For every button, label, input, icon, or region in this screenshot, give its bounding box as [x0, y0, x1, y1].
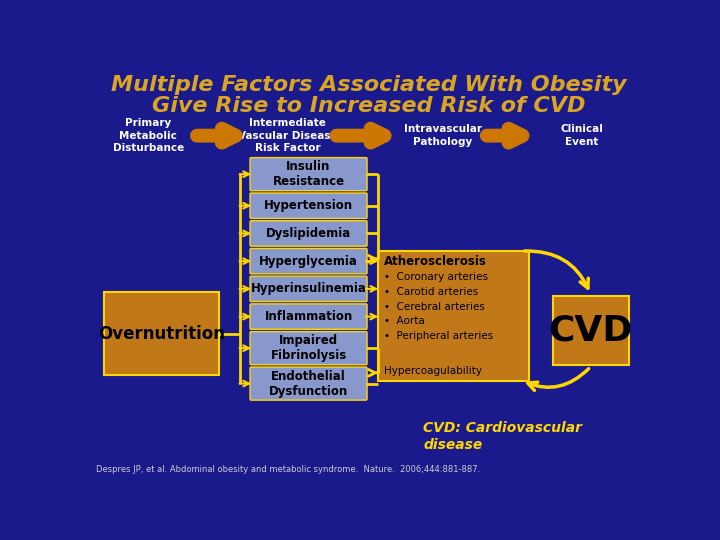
FancyArrowPatch shape: [524, 251, 588, 288]
FancyArrowPatch shape: [528, 369, 589, 390]
Text: Atherosclerosis: Atherosclerosis: [384, 255, 487, 268]
Text: CVD: Cardiovascular
disease: CVD: Cardiovascular disease: [423, 421, 582, 452]
FancyBboxPatch shape: [250, 193, 367, 218]
Text: Endothelial
Dysfunction: Endothelial Dysfunction: [269, 369, 348, 397]
FancyBboxPatch shape: [250, 276, 367, 301]
Text: Intravascular
Pathology: Intravascular Pathology: [404, 124, 482, 147]
FancyBboxPatch shape: [553, 296, 629, 365]
FancyBboxPatch shape: [378, 251, 529, 381]
Text: Insulin
Resistance: Insulin Resistance: [272, 160, 345, 188]
Text: Dyslipidemia: Dyslipidemia: [266, 227, 351, 240]
Text: •  Aorta: • Aorta: [384, 316, 425, 326]
FancyBboxPatch shape: [250, 158, 367, 191]
Text: Intermediate
Vascular Disease
Risk Factor: Intermediate Vascular Disease Risk Facto…: [238, 118, 338, 153]
FancyBboxPatch shape: [250, 332, 367, 364]
Text: Hyperinsulinemia: Hyperinsulinemia: [251, 282, 366, 295]
Text: •  Coronary arteries: • Coronary arteries: [384, 272, 487, 282]
Text: Hypercoagulability: Hypercoagulability: [384, 366, 482, 376]
Text: •  Carotid arteries: • Carotid arteries: [384, 287, 478, 297]
Text: Inflammation: Inflammation: [264, 310, 353, 323]
FancyBboxPatch shape: [250, 367, 367, 400]
Text: Give Rise to Increased Risk of CVD: Give Rise to Increased Risk of CVD: [152, 96, 586, 117]
FancyBboxPatch shape: [250, 221, 367, 246]
Text: Despres JP, et al. Abdominal obesity and metabolic syndrome.  Nature.  2006;444:: Despres JP, et al. Abdominal obesity and…: [96, 465, 480, 475]
Text: CVD: CVD: [549, 313, 633, 347]
Text: •  Cerebral arteries: • Cerebral arteries: [384, 301, 485, 312]
Text: •  Peripheral arteries: • Peripheral arteries: [384, 331, 493, 341]
FancyBboxPatch shape: [250, 248, 367, 274]
Text: Primary
Metabolic
Disturbance: Primary Metabolic Disturbance: [112, 118, 184, 153]
Text: Hyperglycemia: Hyperglycemia: [259, 255, 358, 268]
Text: Overnutrition: Overnutrition: [98, 325, 225, 342]
Text: Multiple Factors Associated With Obesity: Multiple Factors Associated With Obesity: [111, 75, 627, 95]
FancyBboxPatch shape: [104, 292, 219, 375]
Text: Clinical
Event: Clinical Event: [561, 124, 603, 147]
Text: Hypertension: Hypertension: [264, 199, 353, 212]
FancyBboxPatch shape: [250, 304, 367, 329]
Text: Impaired
Fibrinolysis: Impaired Fibrinolysis: [271, 334, 346, 362]
